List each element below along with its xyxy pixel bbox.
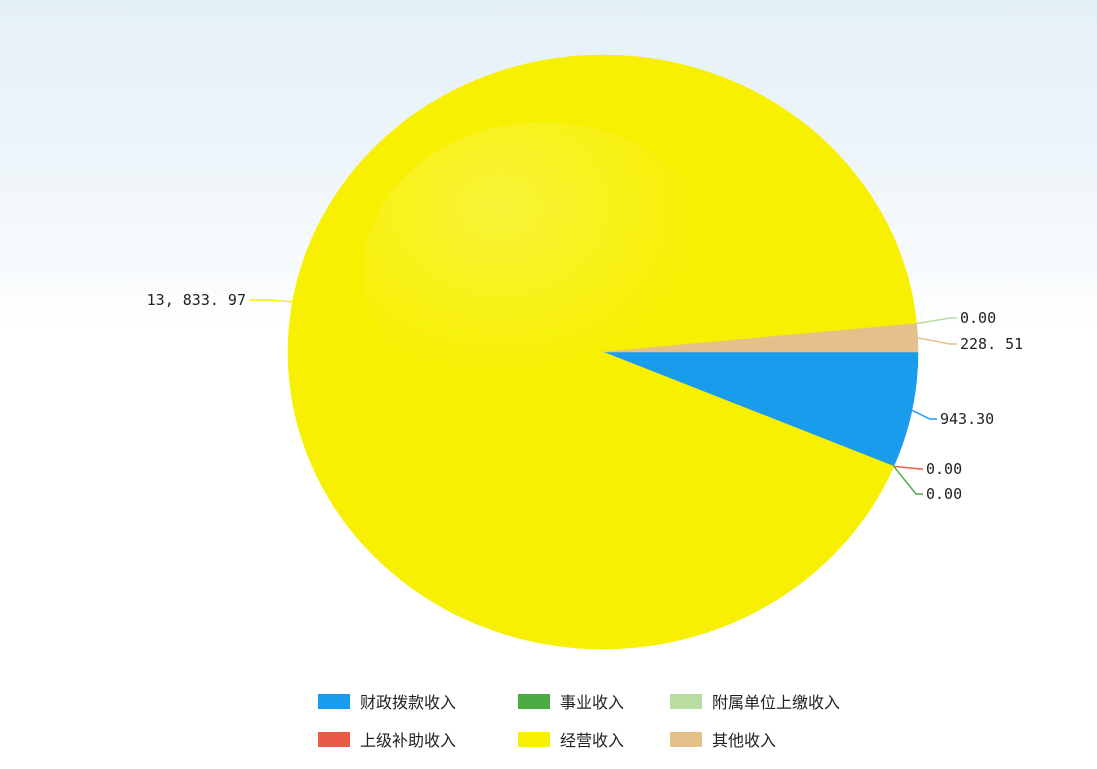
legend-label: 财政拨款收入 — [360, 693, 457, 712]
legend: 财政拨款收入 事业收入 附属单位上缴收入 上级补助收入 经营收入 其他收入 — [318, 690, 938, 750]
leader-line — [893, 465, 923, 495]
data-label: 0.00 — [926, 460, 962, 478]
legend-item: 附属单位上缴收入 — [670, 690, 910, 712]
legend-label: 经营收入 — [560, 731, 625, 750]
data-label: 0.00 — [926, 485, 962, 503]
legend-swatch — [670, 731, 702, 747]
legend-swatch — [518, 693, 550, 709]
legend-label: 上级补助收入 — [360, 731, 457, 750]
legend-label: 附属单位上缴收入 — [712, 693, 841, 712]
legend-item: 其他收入 — [670, 728, 910, 750]
legend-item: 经营收入 — [518, 728, 670, 750]
leader-line — [916, 317, 957, 325]
leader-line — [917, 337, 957, 345]
data-label: 943.30 — [940, 410, 994, 428]
legend-swatch — [670, 693, 702, 709]
legend-item: 事业收入 — [518, 690, 670, 712]
legend-swatch — [318, 731, 350, 747]
leader-line — [893, 465, 923, 470]
pie-chart-canvas: 943.30 0.00 0.00 13, 833. 97 0.00 228. 51 — [147, 54, 1023, 650]
data-label: 13, 833. 97 — [147, 291, 246, 309]
legend-item: 财政拨款收入 — [318, 690, 518, 712]
legend-swatch — [518, 731, 550, 747]
data-label: 228. 51 — [960, 335, 1023, 353]
legend-item: 上级补助收入 — [318, 728, 518, 750]
legend-label: 其他收入 — [712, 731, 777, 750]
leader-line — [249, 299, 293, 303]
data-label: 0.00 — [960, 309, 996, 327]
leader-line — [911, 409, 937, 420]
legend-swatch — [318, 693, 350, 709]
legend-label: 事业收入 — [560, 693, 625, 712]
